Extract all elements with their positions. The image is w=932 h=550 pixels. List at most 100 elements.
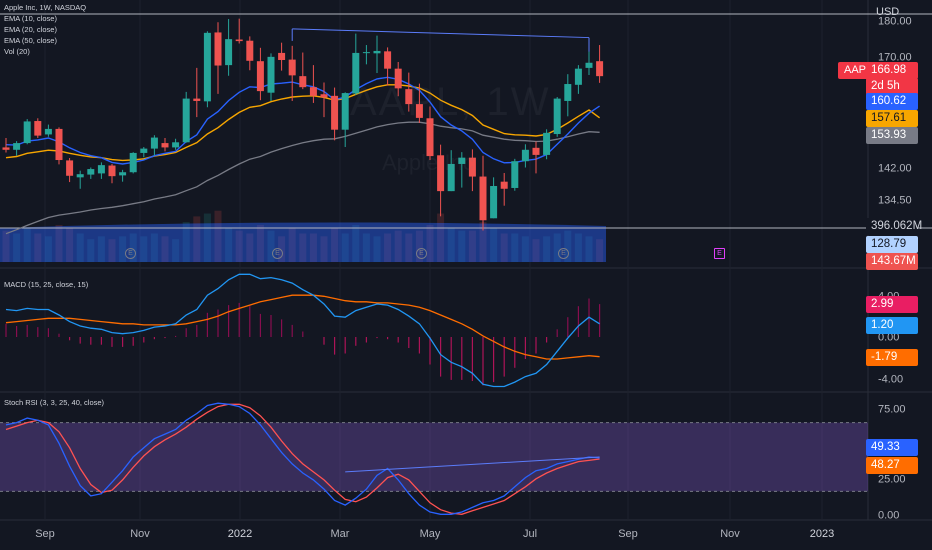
candle	[384, 51, 392, 69]
macd-legend[interactable]: MACD (15, 25, close, 15)	[4, 280, 89, 289]
volume-bar	[2, 230, 10, 262]
candle	[23, 121, 31, 144]
volume-bar	[458, 230, 466, 262]
macd-axis-tick: 0.00	[878, 331, 900, 344]
volume-bar	[500, 233, 508, 262]
candle	[203, 32, 211, 102]
volume-bar	[140, 236, 148, 262]
candle	[585, 62, 593, 68]
volume-legend[interactable]: Vol (20)	[4, 47, 30, 56]
volume-bar	[246, 233, 254, 262]
candle	[161, 143, 169, 148]
candle	[76, 174, 84, 178]
volume-bar	[415, 230, 423, 262]
volume-bar	[129, 233, 137, 262]
candle	[246, 40, 254, 61]
rsi-value-badge: 48.27	[866, 456, 918, 474]
volume-bar	[66, 227, 74, 262]
macd-line	[5, 273, 600, 388]
volume-bar	[267, 230, 275, 262]
candle	[2, 147, 10, 150]
volume-bar	[479, 222, 487, 262]
candle	[140, 148, 148, 153]
candle	[34, 121, 42, 136]
volume-bar	[320, 236, 328, 262]
earnings-marker[interactable]: E	[416, 248, 427, 259]
time-axis-tick: May	[419, 528, 441, 540]
ema10-legend[interactable]: EMA (10, close)	[4, 14, 57, 23]
stoch-rsi-legend[interactable]: Stoch RSI (3, 3, 25, 40, close)	[4, 398, 105, 407]
macd-axis-tick: -4.00	[878, 373, 904, 386]
candle	[193, 98, 201, 101]
volume-bar	[119, 236, 127, 262]
volume-bar	[362, 233, 370, 262]
earnings-marker[interactable]: E	[558, 248, 569, 259]
candle	[479, 176, 487, 221]
candle	[564, 84, 572, 101]
candle	[415, 104, 423, 118]
candle	[596, 61, 604, 77]
time-axis-tick: 2022	[227, 528, 253, 540]
time-axis-tick: Sep	[35, 528, 55, 540]
volume-bar	[182, 222, 190, 262]
candle	[426, 118, 434, 157]
candle	[352, 52, 360, 94]
volume-bar	[23, 227, 31, 262]
ema20-legend[interactable]: EMA (20, close)	[4, 25, 57, 34]
volume-bar	[108, 239, 116, 262]
company-watermark: Apple Inc	[382, 150, 474, 175]
volume-bar	[161, 236, 169, 262]
ema50-legend[interactable]: EMA (50, close)	[4, 36, 57, 45]
rsi-axis-tick: 25.00	[878, 473, 906, 486]
volume-bar	[214, 210, 222, 262]
volume-bar	[87, 239, 95, 262]
volume-bar	[299, 233, 307, 262]
upcoming-earnings-marker[interactable]: E	[714, 248, 725, 259]
volume-bar	[574, 233, 582, 262]
last-price-badge: 166.98	[866, 62, 918, 79]
volume-bar	[341, 233, 349, 262]
volume-bar	[564, 230, 572, 262]
volume-bar	[309, 233, 317, 262]
candle	[405, 89, 413, 105]
volume-bar	[44, 236, 52, 262]
time-axis-tick: Mar	[330, 528, 350, 540]
candle	[532, 147, 540, 155]
stoch-rsi-d-line	[5, 403, 600, 515]
price-axis-tick: 134.50	[878, 194, 912, 207]
candle	[235, 39, 243, 42]
candle	[267, 56, 275, 93]
time-axis-tick: Sep	[618, 528, 638, 540]
candle	[256, 61, 264, 92]
volume-bar	[225, 227, 233, 262]
volume-bar	[426, 224, 434, 262]
candle	[341, 93, 349, 130]
candle	[97, 165, 105, 174]
candle	[172, 142, 180, 148]
ema50-line	[5, 121, 600, 235]
volume-bar	[150, 233, 158, 262]
macd-value-badge: 1.20	[866, 316, 918, 334]
candle	[373, 50, 381, 54]
volume-bar	[543, 236, 551, 262]
candle	[394, 68, 402, 89]
volume-bar	[553, 233, 561, 262]
price-axis-tick: 142.00	[878, 162, 912, 175]
volume-bar	[384, 233, 392, 262]
currency-label[interactable]: USD	[876, 6, 900, 18]
time-axis-tick: Nov	[720, 528, 740, 540]
earnings-marker[interactable]: E	[272, 248, 283, 259]
volume-bar	[511, 233, 519, 262]
volume-bar	[490, 227, 498, 262]
earnings-marker[interactable]: E	[125, 248, 136, 259]
rsi-axis-tick: 75.00	[878, 403, 906, 416]
candle	[458, 157, 466, 164]
stoch-rsi-k-line	[5, 402, 600, 515]
volume-bar	[468, 230, 476, 262]
volume-bar	[203, 213, 211, 262]
candle	[87, 169, 95, 175]
resistance-trendline	[292, 28, 590, 39]
volume-ma-area	[0, 222, 606, 262]
candle	[500, 181, 508, 189]
